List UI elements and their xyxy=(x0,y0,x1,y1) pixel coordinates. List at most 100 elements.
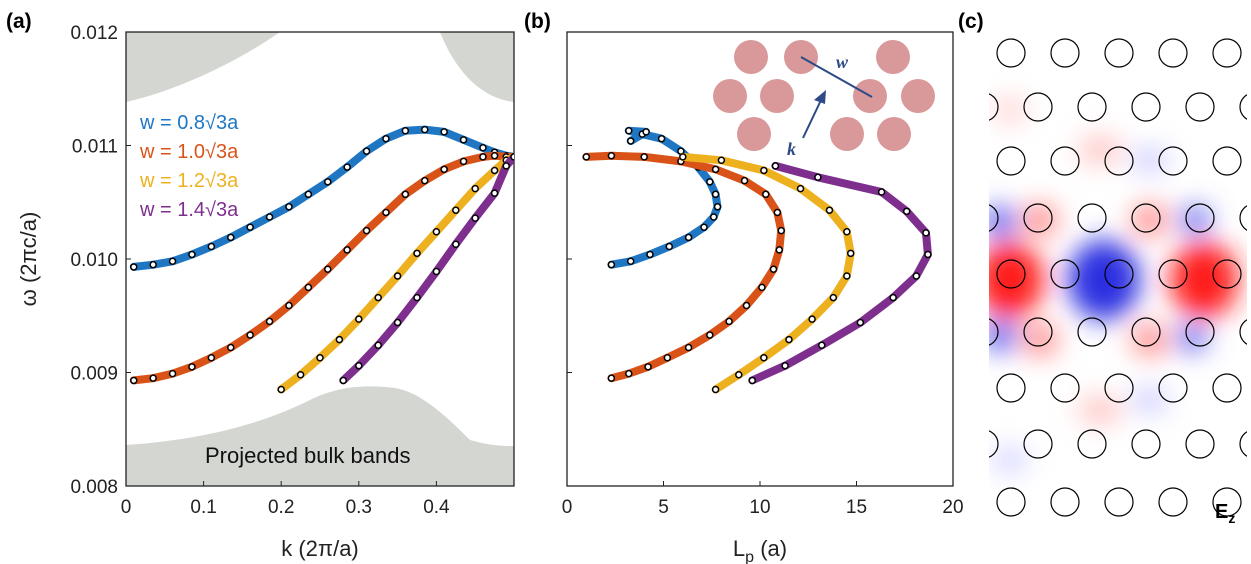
rod-outline xyxy=(1023,429,1053,459)
data-point xyxy=(432,267,441,276)
data-point xyxy=(149,260,157,269)
x-axis-label-b: Lp (a) xyxy=(733,536,787,564)
rod-outline xyxy=(1077,203,1107,233)
data-point xyxy=(471,214,479,222)
data-point xyxy=(748,376,757,385)
field-lobe-blue xyxy=(1132,148,1168,172)
rod-outline xyxy=(1239,431,1247,457)
data-point xyxy=(343,163,351,171)
data-point xyxy=(829,293,838,302)
field-lobe-blue xyxy=(989,320,1016,352)
field-lobe-blue xyxy=(1132,388,1168,412)
data-point xyxy=(640,153,648,161)
series-line xyxy=(607,126,722,269)
rod-outline xyxy=(1104,259,1134,289)
inset-rod xyxy=(760,79,794,113)
data-point xyxy=(227,343,235,352)
panel-label-c: (c) xyxy=(958,10,984,33)
data-point xyxy=(657,134,666,143)
inset-rod xyxy=(877,117,911,151)
data-point xyxy=(452,240,460,248)
data-point xyxy=(324,265,332,273)
x-axis-label-b-sub: p xyxy=(745,549,754,564)
data-point xyxy=(843,272,851,280)
rod-outline xyxy=(1185,317,1215,347)
data-point xyxy=(922,229,930,237)
data-point xyxy=(130,263,138,271)
data-point xyxy=(149,374,157,382)
rod-outline xyxy=(1185,92,1215,122)
data-point xyxy=(818,341,826,350)
data-point xyxy=(709,213,718,221)
data-point xyxy=(168,257,177,266)
panel-c: (c) Ez xyxy=(958,10,1247,528)
field-label: Ez xyxy=(1215,501,1235,526)
data-point xyxy=(168,369,177,378)
data-point xyxy=(413,249,421,258)
data-point xyxy=(401,190,410,199)
rod-outline xyxy=(1131,92,1161,122)
data-point xyxy=(642,128,650,136)
rod-outlines xyxy=(989,38,1247,517)
inset-rod xyxy=(901,79,935,113)
rod-outline xyxy=(989,93,999,121)
data-point xyxy=(188,363,196,371)
legend-w08: w = 0.8√3a xyxy=(139,112,239,134)
bulk-bands xyxy=(126,32,514,486)
rod-outline xyxy=(1131,203,1161,233)
data-point xyxy=(773,208,782,217)
rod-outline xyxy=(1131,317,1161,347)
rod-outline xyxy=(1158,146,1188,176)
inset-rod xyxy=(734,40,768,74)
rod-outline xyxy=(989,318,999,346)
rod-outline xyxy=(1023,92,1053,122)
y-tick-label: 0.012 xyxy=(70,23,118,44)
data-point xyxy=(684,233,693,242)
data-point xyxy=(582,153,591,161)
y-tick-label: 0.010 xyxy=(70,250,118,271)
data-point xyxy=(355,315,363,323)
field-lobe-red xyxy=(1078,136,1122,164)
panel-label-b: (b) xyxy=(524,10,551,33)
bulk-band-top-right xyxy=(440,32,514,102)
rod-outline xyxy=(1212,146,1242,176)
rod-outline xyxy=(1158,487,1188,517)
series-line xyxy=(748,161,932,385)
data-point xyxy=(762,190,770,199)
data-point xyxy=(663,353,672,362)
data-point xyxy=(711,165,720,174)
data-point xyxy=(713,203,722,211)
x-tick-label: 15 xyxy=(846,497,867,518)
rod-outline xyxy=(989,204,999,232)
data-point xyxy=(777,226,785,235)
legend-w10: w = 1.0√3a xyxy=(139,141,239,163)
rod-outline xyxy=(1104,146,1134,176)
data-point xyxy=(625,369,633,378)
data-point xyxy=(924,250,932,259)
data-point xyxy=(246,223,254,231)
bulk-band-top-left xyxy=(126,32,280,102)
data-point xyxy=(207,353,216,362)
data-point xyxy=(459,157,468,166)
data-point xyxy=(856,318,865,327)
x-axis-label-b-unit: (a) xyxy=(754,536,787,561)
rod-outline xyxy=(1239,205,1247,231)
field-lobe-red xyxy=(1022,324,1058,356)
inset-rod xyxy=(737,117,771,151)
x-tick-label: 0.1 xyxy=(190,497,216,518)
inset-rod xyxy=(876,40,910,74)
data-point xyxy=(711,190,720,199)
x-axis-label-a: k (2π/a) xyxy=(281,536,359,561)
legend-w12: w = 1.2√3a xyxy=(139,170,239,192)
field-lobe-red xyxy=(1078,396,1122,424)
data-point xyxy=(316,353,324,362)
field-lobe-red xyxy=(989,242,1044,318)
k-arrow-head xyxy=(814,90,826,104)
rod-outline xyxy=(1131,429,1161,459)
x-tick-label: 0 xyxy=(121,497,132,518)
data-point xyxy=(626,257,635,266)
data-point xyxy=(339,376,348,385)
legend-w14: w = 1.4√3a xyxy=(139,199,239,221)
